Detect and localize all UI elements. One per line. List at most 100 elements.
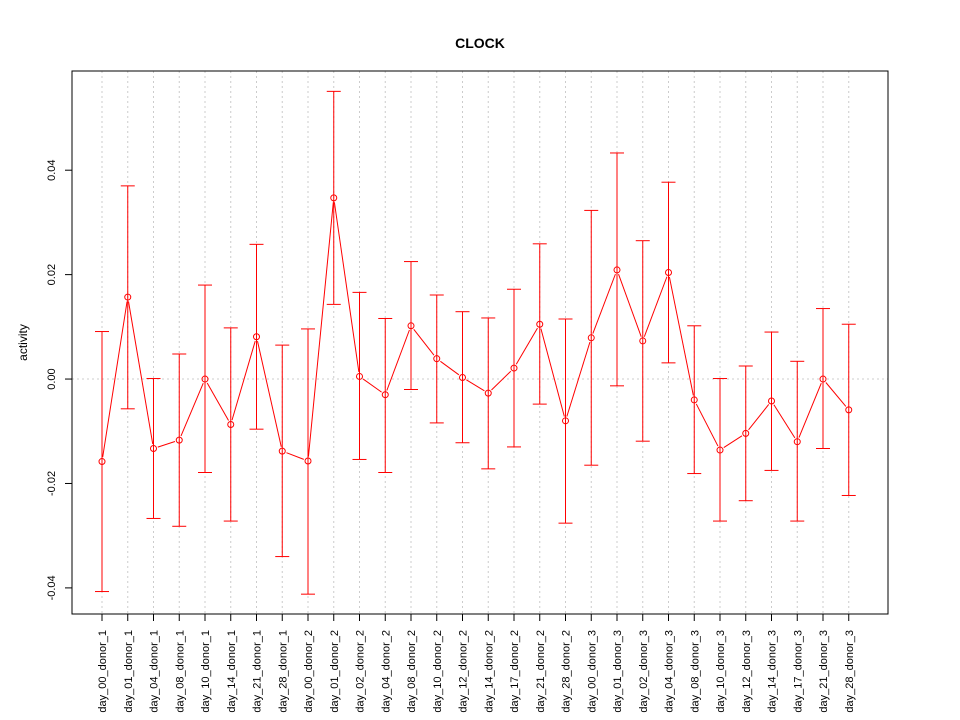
series-segment xyxy=(102,301,128,458)
y-tick-label: 0.00 xyxy=(46,368,58,389)
data-point xyxy=(793,438,801,446)
x-tick-label: day_12_donor_2 xyxy=(458,630,470,713)
data-point xyxy=(278,447,286,455)
y-tick-label: -0.02 xyxy=(46,471,58,496)
y-tick-label: 0.04 xyxy=(46,159,58,180)
x-tick-label: day_21_donor_2 xyxy=(535,630,547,713)
x-tick-label: day_14_donor_2 xyxy=(483,630,495,713)
x-tick-label: day_12_donor_3 xyxy=(741,630,753,713)
x-tick-label: day_10_donor_2 xyxy=(432,630,444,713)
chart-title: CLOCK xyxy=(455,35,505,51)
data-point xyxy=(175,436,183,444)
series-segment xyxy=(773,404,796,439)
x-tick-label: day_01_donor_2 xyxy=(329,630,341,713)
data-point xyxy=(639,337,647,345)
x-tick-label: day_28_donor_1 xyxy=(277,630,289,713)
series-segment xyxy=(333,202,360,373)
data-point xyxy=(845,406,853,414)
x-tick-label: day_01_donor_1 xyxy=(123,630,135,713)
y-axis-label: activity xyxy=(16,324,30,361)
data-point xyxy=(459,373,466,381)
series-segment xyxy=(206,382,229,421)
series-segment xyxy=(566,341,591,417)
x-tick-label: day_10_donor_1 xyxy=(200,630,212,713)
x-tick-label: day_02_donor_2 xyxy=(355,630,367,713)
data-point xyxy=(150,444,157,452)
data-point xyxy=(201,375,209,383)
series-segment xyxy=(723,435,743,449)
y-axis: -0.04 -0.02 0.00 0.02 0.04 xyxy=(46,159,72,600)
series-segment xyxy=(825,382,847,407)
plot-frame xyxy=(71,70,889,615)
data-point xyxy=(536,320,544,328)
x-tick-label: day_10_donor_3 xyxy=(715,630,727,713)
data-point xyxy=(407,322,415,330)
series-segment xyxy=(128,301,154,445)
series-segment xyxy=(515,327,538,365)
x-tick-label: day_21_donor_3 xyxy=(818,630,830,713)
data-point xyxy=(484,389,492,397)
data-point xyxy=(562,417,569,425)
data-point xyxy=(356,372,363,380)
series-segment xyxy=(540,328,565,417)
data-point xyxy=(768,397,775,405)
x-tick-label: day_00_donor_2 xyxy=(303,630,315,713)
x-tick-label: day_08_donor_2 xyxy=(406,630,418,713)
series-segment xyxy=(180,383,204,437)
data-point xyxy=(98,458,106,466)
data-point xyxy=(665,269,672,277)
x-tick-label: day_14_donor_1 xyxy=(226,630,238,713)
data-point xyxy=(330,194,338,202)
data-point xyxy=(381,391,389,399)
series-segment xyxy=(157,441,176,448)
x-tick-label: day_17_donor_3 xyxy=(792,630,804,713)
series-segment xyxy=(491,370,512,391)
data-point xyxy=(304,457,312,465)
series-segment xyxy=(695,403,719,447)
data-point xyxy=(716,446,724,454)
series-segment xyxy=(286,452,304,460)
series-segment xyxy=(748,404,770,431)
series-segment xyxy=(618,273,642,337)
x-tick-label: day_04_donor_1 xyxy=(149,630,161,713)
x-tick-label: day_04_donor_3 xyxy=(664,630,676,713)
data-point xyxy=(742,429,750,437)
y-tick-label: 0.02 xyxy=(46,264,58,285)
data-point xyxy=(587,334,595,342)
data-point xyxy=(613,266,621,274)
data-point xyxy=(819,375,827,383)
x-tick-label: day_17_donor_2 xyxy=(509,630,521,713)
series-segment xyxy=(668,276,694,396)
x-tick-label: day_01_donor_3 xyxy=(612,630,624,713)
series-segment xyxy=(798,383,822,438)
series-segment xyxy=(643,276,668,337)
x-tick-label: day_08_donor_1 xyxy=(174,630,186,713)
x-tick-label: day_04_donor_2 xyxy=(380,630,392,713)
x-tick-label: day_00_donor_1 xyxy=(97,630,109,713)
series-segment xyxy=(440,360,460,376)
data-point xyxy=(510,364,518,372)
data-point xyxy=(253,333,260,341)
x-tick-label: day_28_donor_3 xyxy=(844,630,856,713)
x-tick-label: day_21_donor_1 xyxy=(252,630,264,713)
series-segment xyxy=(413,329,435,356)
x-tick-label: day_08_donor_3 xyxy=(689,630,701,713)
x-tick-label: day_00_donor_3 xyxy=(586,630,598,713)
grid-lines xyxy=(72,71,888,614)
data-point xyxy=(227,420,235,428)
series-red xyxy=(95,90,856,595)
x-tick-label: day_02_donor_3 xyxy=(638,630,650,713)
x-tick-label: day_28_donor_2 xyxy=(561,630,573,713)
x-tick-label: day_14_donor_3 xyxy=(767,630,779,713)
series-segment xyxy=(231,340,256,421)
series-segment xyxy=(386,329,410,391)
series-segment xyxy=(257,341,282,447)
data-point xyxy=(433,355,441,363)
x-axis: day_00_donor_1 day_01_donor_1 day_04_donor… xyxy=(97,613,856,713)
series-segment xyxy=(466,379,485,392)
series-segment xyxy=(362,378,382,393)
data-point xyxy=(124,293,132,301)
data-point xyxy=(690,396,698,404)
series-segment xyxy=(592,273,616,334)
